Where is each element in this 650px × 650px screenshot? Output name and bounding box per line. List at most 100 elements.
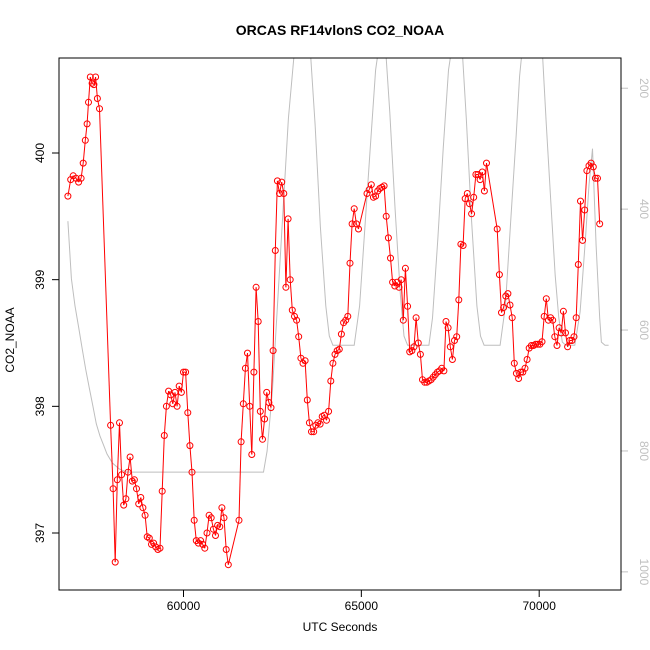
co2-line-segment [340, 322, 345, 335]
co2-data-point [564, 343, 572, 351]
co2-data-point [495, 271, 503, 279]
co2-data-point [453, 333, 461, 341]
co2-data-point [532, 340, 540, 348]
y-tick-label: 398 [33, 396, 47, 416]
x-tick-label: 60000 [167, 599, 201, 613]
co2-data-point [235, 516, 243, 524]
co2-data-point [273, 177, 281, 185]
co2-data-point [331, 350, 339, 358]
co2-data-point [282, 283, 290, 291]
co2-line-segment [187, 412, 191, 446]
co2-line-segment [272, 250, 276, 351]
co2-line-segment [163, 406, 167, 436]
co2-data-point [137, 494, 145, 501]
co2-data-point [412, 314, 420, 322]
co2-data-point [237, 438, 245, 446]
co2-data-point [500, 304, 508, 311]
co2-data-point [86, 73, 94, 81]
co2-line-segment [170, 394, 174, 404]
co2-data-point [248, 451, 256, 458]
co2-data-point [145, 534, 153, 542]
co2-line-segment [454, 336, 458, 341]
co2-line-segment [249, 406, 253, 455]
y-tick-label: 400 [33, 143, 47, 163]
co2-data-point [335, 345, 343, 353]
co2-data-point [254, 318, 262, 325]
co2-data-point [594, 174, 601, 182]
co2-data-point [263, 388, 271, 396]
co2-data-point [510, 359, 518, 367]
co2-data-point [160, 432, 168, 439]
co2-line-segment [496, 228, 500, 275]
co2-line-segment [172, 392, 176, 404]
co2-data-point [310, 428, 318, 436]
co2-line-segment [562, 311, 566, 333]
y-tick-label: 399 [33, 269, 47, 289]
co2-data-point [186, 442, 194, 450]
co2-data-point [540, 312, 548, 320]
co2-line-segment [221, 507, 225, 518]
co2-line-segment [82, 140, 86, 164]
co2-data-point [130, 476, 138, 484]
co2-data-point [120, 501, 128, 509]
co2-data-point [197, 537, 205, 545]
co2-line-segment [281, 182, 285, 194]
co2-data-point [90, 81, 98, 89]
co2-data-point [259, 435, 266, 443]
co2-data-point [596, 220, 604, 228]
co2-data-point [116, 419, 123, 427]
co2-line-segment [253, 287, 257, 373]
co2-line-segment [345, 316, 349, 321]
co2-data-point [568, 337, 576, 344]
co2-line-segment [404, 268, 409, 307]
co2-data-point [440, 367, 448, 375]
co2-line-segment [358, 193, 368, 230]
co2-data-point [271, 247, 279, 254]
co2-data-point [325, 407, 333, 415]
co2-data-point [173, 402, 181, 410]
co2-data-point [466, 200, 473, 208]
co2-line-segment [189, 445, 193, 473]
plot-frame [58, 57, 622, 591]
co2-line-segment [257, 321, 261, 412]
co2-data-point [295, 333, 303, 341]
co2-data-point [203, 529, 211, 537]
co2-data-point [126, 453, 134, 461]
co2-data-point [587, 159, 595, 167]
co2-line-segment [133, 479, 137, 489]
co2-line-segment [571, 336, 575, 341]
co2-data-point [508, 314, 516, 322]
co2-line-segment [298, 336, 302, 359]
co2-data-point [162, 402, 170, 410]
co2-line-segment [417, 342, 421, 355]
co2-data-point [291, 312, 298, 320]
co2-data-point [252, 283, 260, 291]
co2-data-point [459, 242, 467, 249]
co2-data-point [442, 318, 450, 325]
co2-data-point [241, 364, 249, 372]
co2-data-point [562, 329, 569, 337]
co2-data-point [395, 283, 403, 291]
co2-line-segment [242, 368, 246, 404]
co2-data-point [288, 306, 296, 314]
co2-data-point [303, 396, 311, 404]
co2-data-point [399, 316, 407, 324]
co2-line-segment [449, 346, 453, 360]
co2-data-point [476, 176, 484, 184]
co2-data-point [224, 561, 232, 569]
co2-line-segment [349, 223, 353, 264]
co2-data-point [133, 485, 140, 493]
co2-data-point [267, 404, 275, 412]
co2-line-segment [383, 185, 387, 217]
co2-data-point [527, 342, 535, 349]
co2-points-layer [64, 73, 604, 569]
co2-data-point [156, 544, 164, 552]
co2-data-point [387, 254, 394, 262]
co2-data-point [483, 159, 490, 167]
co2-data-point [188, 468, 196, 476]
co2-data-point [286, 276, 294, 284]
co2-data-point [463, 190, 471, 197]
co2-line-segment [507, 293, 511, 306]
co2-line-segment [119, 422, 123, 475]
x-tick-label: 70000 [523, 599, 557, 613]
